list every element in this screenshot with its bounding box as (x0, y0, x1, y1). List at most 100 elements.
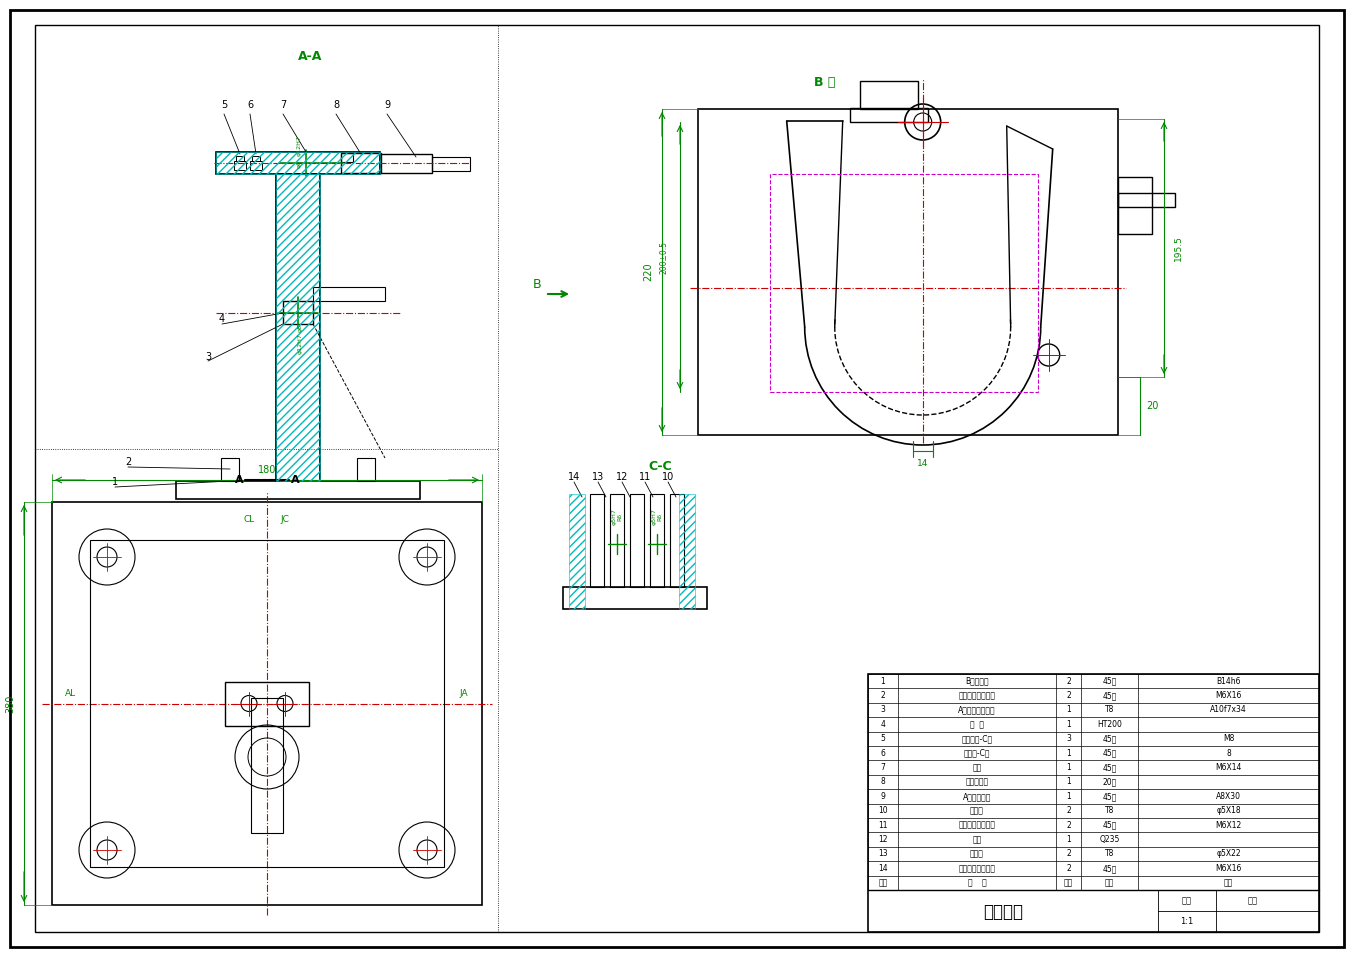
Text: 9: 9 (385, 100, 390, 110)
Bar (313, 287, 385, 301)
Text: 7: 7 (880, 763, 886, 772)
Text: 2: 2 (1066, 864, 1071, 873)
Text: 20钢: 20钢 (1102, 777, 1117, 787)
Text: 11: 11 (639, 472, 651, 482)
Text: C-C: C-C (649, 460, 672, 474)
Text: 12: 12 (879, 835, 888, 844)
Bar (225, 681, 309, 725)
Bar (432, 157, 470, 171)
Text: 14: 14 (879, 864, 888, 873)
Text: 12: 12 (616, 472, 628, 482)
Bar (380, 154, 432, 173)
Text: 4: 4 (880, 720, 886, 729)
Text: 数量: 数量 (1064, 879, 1074, 887)
Text: 直角对刀块: 直角对刀块 (965, 777, 988, 787)
Text: φ12H7: φ12H7 (298, 334, 302, 354)
Text: 45钢: 45钢 (1102, 748, 1117, 758)
Bar (699, 109, 1118, 435)
Text: JC: JC (280, 516, 290, 524)
Text: M6X14: M6X14 (1216, 763, 1242, 772)
Text: 圆柱销: 圆柱销 (969, 850, 984, 858)
Text: 45钢: 45钢 (1102, 864, 1117, 873)
Text: T8: T8 (1105, 705, 1114, 715)
Text: B14h6: B14h6 (1216, 677, 1240, 686)
Text: 圆柱销: 圆柱销 (969, 807, 984, 815)
Text: A8X30: A8X30 (1216, 791, 1242, 801)
Text: 1: 1 (1066, 835, 1071, 844)
Text: 比例: 比例 (1182, 896, 1192, 905)
Bar (678, 494, 695, 609)
Text: 夹  具: 夹 具 (969, 720, 984, 729)
Text: 2: 2 (1066, 691, 1071, 701)
Bar (252, 156, 260, 161)
Text: 材料: 材料 (1105, 879, 1114, 887)
Text: 45钢: 45钢 (1102, 821, 1117, 830)
Text: A: A (234, 475, 244, 485)
Text: 内六角圆柱头螺钉: 内六角圆柱头螺钉 (959, 821, 995, 830)
Text: 10: 10 (879, 807, 888, 815)
Bar (341, 153, 380, 173)
Text: 220: 220 (643, 262, 653, 281)
Text: 380: 380 (5, 695, 15, 713)
Text: 名    称: 名 称 (968, 879, 986, 887)
Text: 8: 8 (333, 100, 338, 110)
Text: 45钢: 45钢 (1102, 677, 1117, 686)
Bar (1118, 177, 1152, 234)
Bar (250, 161, 263, 170)
Text: φ5X18: φ5X18 (1216, 807, 1240, 815)
Text: M6X12: M6X12 (1216, 821, 1242, 830)
Text: 5: 5 (880, 734, 886, 744)
Text: 10: 10 (662, 472, 674, 482)
Bar (1118, 193, 1175, 207)
Text: JA: JA (460, 689, 468, 698)
Bar (217, 152, 380, 174)
Bar (563, 587, 707, 609)
Bar (276, 174, 320, 481)
Text: 1: 1 (112, 477, 118, 487)
Text: 1: 1 (1066, 777, 1071, 787)
Text: 45钢: 45钢 (1102, 734, 1117, 744)
Text: 4: 4 (219, 314, 225, 324)
Text: 11: 11 (879, 821, 888, 830)
Text: 2: 2 (880, 691, 886, 701)
Text: 13: 13 (592, 472, 604, 482)
Text: 13: 13 (879, 850, 888, 858)
Text: 3: 3 (880, 705, 886, 715)
Text: 45钢: 45钢 (1102, 691, 1117, 701)
Text: 200±0.5: 200±0.5 (659, 240, 669, 274)
Text: 1:1: 1:1 (1181, 917, 1194, 926)
Text: 3: 3 (204, 352, 211, 362)
Text: 5: 5 (221, 100, 227, 110)
Text: 平垫圈-C级: 平垫圈-C级 (964, 748, 990, 758)
Bar (176, 481, 420, 499)
Text: A-A: A-A (298, 51, 322, 63)
Text: 1: 1 (1066, 748, 1071, 758)
Text: Q235: Q235 (1099, 835, 1120, 844)
Bar (611, 494, 624, 587)
Bar (860, 81, 918, 109)
Text: A10f7x34: A10f7x34 (1210, 705, 1247, 715)
Text: M6X16: M6X16 (1216, 864, 1242, 873)
Bar (236, 156, 244, 161)
Text: CL: CL (244, 516, 255, 524)
Text: 备注: 备注 (1224, 879, 1233, 887)
Bar (89, 540, 444, 867)
Text: HT200: HT200 (1097, 720, 1122, 729)
Text: 六角螺母-C级: 六角螺母-C级 (961, 734, 992, 744)
Text: T8: T8 (1105, 807, 1114, 815)
Bar (357, 458, 375, 481)
Text: 9: 9 (880, 791, 886, 801)
Bar (868, 674, 1319, 932)
Bar (650, 494, 663, 587)
Text: 序号: 序号 (879, 879, 888, 887)
Bar (221, 458, 240, 481)
Text: 1: 1 (1066, 705, 1071, 715)
Text: 14: 14 (917, 458, 929, 468)
Text: 内六角圆柱头螺钉: 内六角圆柱头螺钉 (959, 691, 995, 701)
Bar (276, 174, 320, 481)
Text: A型固定式定位销: A型固定式定位销 (959, 705, 995, 715)
Text: 6: 6 (246, 100, 253, 110)
Text: 图号: 图号 (1248, 896, 1258, 905)
Text: 2: 2 (1066, 821, 1071, 830)
Text: B型定位销: B型定位销 (965, 677, 988, 686)
